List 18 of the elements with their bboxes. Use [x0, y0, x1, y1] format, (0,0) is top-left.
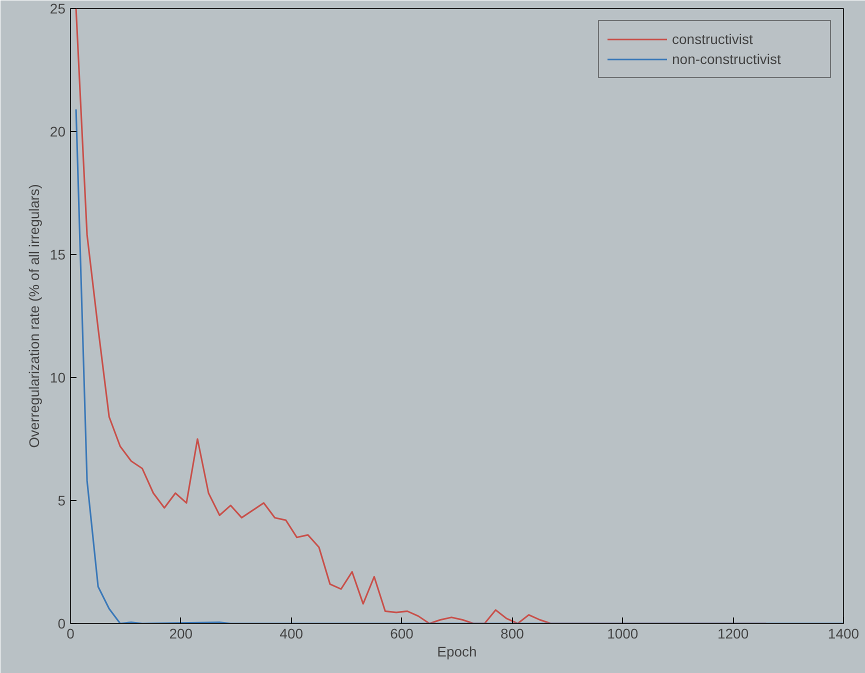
legend-label: non-constructivist [672, 51, 782, 67]
x-tick-label: 800 [500, 626, 524, 642]
y-tick-label: 5 [58, 492, 66, 508]
y-tick-label: 10 [50, 370, 66, 386]
y-tick-label: 25 [50, 0, 66, 16]
line-series [75, 108, 844, 624]
x-tick-label: 200 [169, 626, 193, 642]
y-tick-label: 15 [50, 246, 66, 262]
x-tick-label: 1200 [718, 626, 749, 642]
legend-label: constructivist [672, 31, 754, 47]
y-axis-title: Overregularization rate (% of all irregulars) [26, 184, 42, 448]
x-tick-label: 1400 [828, 626, 860, 642]
x-tick-label: 400 [280, 626, 304, 642]
y-tick-label: 0 [58, 616, 66, 632]
x-axis-title: Epoch [437, 644, 477, 660]
x-tick-label: 1000 [607, 626, 638, 642]
y-tick-label: 20 [50, 124, 66, 140]
x-tick-label: 600 [390, 626, 414, 642]
